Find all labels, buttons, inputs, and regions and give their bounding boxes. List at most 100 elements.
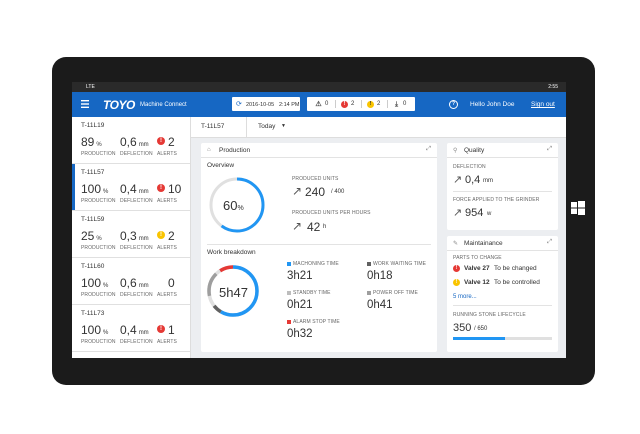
help-icon[interactable]: ? <box>449 100 458 109</box>
alert-count: 2 <box>168 229 175 243</box>
divider <box>361 100 362 108</box>
arrow-icon: ↗ <box>292 184 303 198</box>
divider <box>453 305 552 306</box>
alert-count: 2 <box>168 135 175 149</box>
machine-item[interactable]: T-11L59 25% 0,3 mm! 2 PRODUCTION DEFLECTION ALE… <box>72 211 190 258</box>
deflection: 0,3 mm <box>120 229 149 243</box>
legend-swatch <box>367 262 371 266</box>
production: 100% <box>81 182 108 196</box>
alert-icon: ! <box>453 265 460 272</box>
machine-name: T-11L57 <box>201 123 225 130</box>
date: 2016-10-05 <box>246 101 275 108</box>
alerts-label: ALERTS <box>157 151 177 157</box>
alert-icon: ! <box>367 100 374 108</box>
divider <box>453 191 552 192</box>
arrow-icon: ↗ <box>453 174 463 186</box>
production-card: ⌂ Production ⤢ Overview 60% PRODUCED UNI… <box>201 143 437 352</box>
divider <box>335 100 336 108</box>
card-icon: ⌂ <box>207 147 211 153</box>
screen: LTE 2:55 TOYO Machine Connect ⟳ 2016-10-… <box>72 82 566 358</box>
deflection-label: DEFLECTION <box>453 164 486 170</box>
alert-count: 0 <box>168 276 175 290</box>
overview-title: Overview <box>207 162 235 169</box>
breakdown-donut <box>207 265 259 317</box>
deflection-label: DEFLECTION <box>120 151 153 157</box>
deflection-label: DEFLECTION <box>120 292 153 298</box>
expand-icon[interactable]: ⤢ <box>547 146 552 152</box>
greeting: Hello John Doe <box>470 101 515 108</box>
alert-count: 2 <box>351 101 355 107</box>
machine-name: T-11L73 <box>81 310 105 317</box>
deflection-unit: mm <box>138 283 149 289</box>
force-label: FORCE APPLIED TO THE GRINDER <box>453 197 540 203</box>
machine-name: T-11L57 <box>81 169 105 176</box>
breakdown-label: WORK WAITING TIME <box>373 261 427 267</box>
lifecycle-total: / 650 <box>474 326 488 332</box>
alerts-label: ALERTS <box>157 292 177 298</box>
divider <box>201 157 437 158</box>
sign-out[interactable]: Sign out <box>531 101 555 108</box>
divider <box>387 100 388 108</box>
deflection: 0,6 mm <box>120 135 149 149</box>
refresh-icon: ⟳ <box>236 101 242 108</box>
production: 100% <box>81 323 108 337</box>
toolbar: T-11L57 Today ▼ <box>191 117 566 138</box>
overview-percent: 60% <box>223 198 244 213</box>
lifecycle-track <box>453 337 552 340</box>
breakdown-label: STANDBY TIME <box>293 290 331 296</box>
expand-icon[interactable]: ⤢ <box>426 146 431 152</box>
legend-swatch <box>287 291 291 295</box>
card-icon: ⚲ <box>453 148 458 154</box>
date-box[interactable]: ⟳ 2016-10-05 2:14 PM <box>232 97 300 111</box>
breakdown-total: 5h47 <box>219 285 248 300</box>
production-unit: % <box>103 283 109 289</box>
arrow-icon: ↗ <box>453 207 463 219</box>
production-unit: % <box>96 142 102 148</box>
more-link[interactable]: 5 more... <box>453 294 477 300</box>
deflection-value: 0,6 <box>120 276 137 290</box>
machine-item[interactable]: T-11L19 89% 0,6 mm! 2 PRODUCTION DEFLECTION ALE… <box>72 117 190 164</box>
deflection-value: 0,6 <box>120 135 137 149</box>
alert-icon: ⤓ <box>393 100 400 108</box>
deflection-label: DEFLECTION <box>120 339 153 345</box>
card-title: Production <box>219 147 251 154</box>
card-icon: ✎ <box>453 241 459 247</box>
dropdown-icon[interactable]: ▼ <box>281 123 286 129</box>
breakdown-value: 0h21 <box>287 299 313 311</box>
alert-icon: ! <box>157 184 165 192</box>
machine-item[interactable]: T-11L57 100% 0,4 mm! 10 PRODUCTION DEFLECTION A… <box>72 164 190 211</box>
deflection: 0,4 mm <box>120 182 149 196</box>
production-value: 89 <box>81 135 95 149</box>
period[interactable]: Today <box>258 123 276 130</box>
production-label: PRODUCTION <box>81 339 116 345</box>
divider <box>447 157 558 158</box>
legend-swatch <box>287 320 291 324</box>
machine-list: T-11L19 89% 0,6 mm! 2 PRODUCTION DEFLECTION ALE… <box>72 117 191 358</box>
deflection-unit: mm <box>138 189 149 195</box>
legend-swatch <box>287 262 291 266</box>
alert-icon: ! <box>453 279 460 286</box>
production-label: PRODUCTION <box>81 292 116 298</box>
overview-donut <box>209 177 265 233</box>
menu-icon[interactable] <box>81 100 89 108</box>
time: 2:14 PM <box>279 101 300 108</box>
alerts-label: ALERTS <box>157 339 177 345</box>
production-value: 25 <box>81 229 95 243</box>
alert-count: 10 <box>168 182 182 196</box>
divider <box>207 244 431 245</box>
machine-name: T-11L60 <box>81 263 105 270</box>
production: 100% <box>81 276 108 290</box>
part-name: Valve 27 <box>464 265 490 272</box>
deflection-unit: mm <box>138 142 149 148</box>
deflection-value: 0,4 <box>120 323 137 337</box>
alerts-box[interactable]: ⚠ 0! 2! 2 ⤓ 0 <box>307 97 415 111</box>
alert-count: 0 <box>403 101 407 107</box>
divider <box>447 250 558 251</box>
percent: 60 <box>223 198 238 213</box>
deflection: 0,6 mm <box>120 276 149 290</box>
machine-name: T-11L59 <box>81 216 105 223</box>
machine-item[interactable]: T-11L73 100% 0,4 mm! 1 PRODUCTION DEFLECTION AL… <box>72 305 190 352</box>
expand-icon[interactable]: ⤢ <box>547 239 552 245</box>
machine-item[interactable]: T-11L60 100% 0,6 mm 0 PRODUCTION DEFLECTION ALE… <box>72 258 190 305</box>
